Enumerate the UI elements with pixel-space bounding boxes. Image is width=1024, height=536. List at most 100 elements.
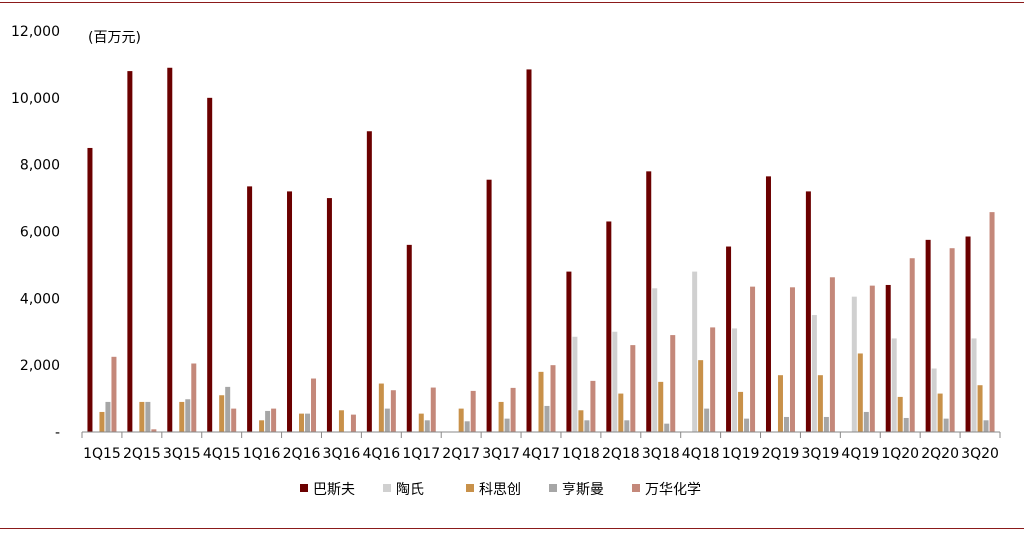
- bar: [931, 368, 937, 432]
- bar: [630, 345, 636, 432]
- x-tick-label: 2Q18: [602, 446, 640, 462]
- bar: [287, 191, 293, 432]
- bar: [698, 360, 704, 432]
- bar: [624, 420, 630, 432]
- bar: [590, 380, 596, 432]
- bar: [424, 420, 430, 432]
- x-tick-label: 1Q18: [562, 446, 600, 462]
- bar: [151, 429, 157, 432]
- bar: [983, 420, 989, 432]
- x-tick-label: 4Q15: [203, 446, 241, 462]
- bar: [378, 383, 384, 432]
- bar: [937, 393, 943, 432]
- x-tick-label: 2Q16: [283, 446, 321, 462]
- bar: [710, 327, 716, 432]
- y-axis: - 2,000 4,000 6,000 8,000 10,000 12,000: [11, 24, 60, 441]
- bar: [783, 416, 789, 432]
- bar: [744, 418, 750, 432]
- bar: [384, 408, 390, 432]
- legend-swatch: [466, 484, 474, 492]
- bar: [777, 375, 783, 432]
- bar: [692, 271, 698, 432]
- legend-swatch: [383, 484, 391, 492]
- bar: [191, 363, 197, 432]
- bar: [885, 284, 891, 432]
- bar: [185, 399, 191, 432]
- bars: [87, 67, 995, 433]
- bar: [989, 212, 995, 432]
- bar: [965, 236, 971, 432]
- bar: [167, 67, 173, 432]
- bar: [498, 401, 504, 432]
- bar: [851, 296, 857, 432]
- legend-label: 陶氏: [396, 482, 424, 498]
- bar: [578, 410, 584, 432]
- bar: [544, 405, 550, 432]
- bar: [265, 410, 271, 432]
- bar: [732, 328, 738, 432]
- bar: [664, 423, 670, 432]
- legend-swatch: [549, 484, 557, 492]
- bar: [817, 375, 823, 432]
- bar: [646, 171, 652, 432]
- bar: [612, 331, 618, 432]
- x-tick-label: 3Q19: [802, 446, 840, 462]
- bar: [305, 413, 311, 432]
- legend-label: 万华化学: [645, 482, 701, 498]
- bar: [271, 408, 277, 432]
- x-tick-label: 3Q20: [961, 446, 999, 462]
- x-tick-label: 1Q19: [722, 446, 760, 462]
- bar: [259, 420, 265, 432]
- x-tick-label: 4Q18: [682, 446, 720, 462]
- bar: [618, 393, 624, 432]
- bar: [219, 395, 225, 432]
- bar: [971, 338, 977, 432]
- legend: 巴斯夫 陶氏 科思创 亨斯曼 万华化学: [300, 481, 701, 498]
- bar: [225, 386, 231, 432]
- bar: [750, 286, 756, 432]
- bar: [977, 385, 983, 432]
- bar: [127, 71, 133, 432]
- legend-swatch: [632, 484, 640, 492]
- bar: [87, 147, 93, 433]
- bar: [652, 288, 658, 432]
- bar: [326, 198, 332, 432]
- bar: [863, 411, 869, 432]
- bar: [726, 246, 732, 432]
- bar: [458, 408, 464, 432]
- bar: [789, 287, 795, 432]
- bar: [943, 418, 949, 432]
- bar: [765, 176, 771, 432]
- x-tick-label: 4Q19: [841, 446, 879, 462]
- bar: [925, 239, 931, 432]
- x-axis: 1Q15 2Q15 3Q15 4Q15 1Q16 2Q16 3Q16 4Q16 1Q17 2Q17…: [81, 432, 1001, 462]
- bar: [949, 248, 955, 432]
- bar: [299, 413, 305, 432]
- x-tick-label: 1Q15: [83, 446, 121, 462]
- bar: [510, 387, 516, 432]
- bar: [486, 179, 492, 432]
- y-tick-label: 12,000: [11, 24, 60, 40]
- bar: [418, 413, 424, 432]
- x-tick-label: 3Q17: [482, 446, 520, 462]
- y-tick-label: 2,000: [20, 358, 60, 374]
- x-tick-label: 2Q19: [762, 446, 800, 462]
- bar: [105, 401, 111, 432]
- legend-label: 科思创: [479, 482, 521, 498]
- bar: [538, 371, 544, 432]
- x-tick-label: 3Q15: [163, 446, 201, 462]
- y-tick-label: 8,000: [20, 158, 60, 174]
- bottom-border: [0, 528, 1024, 529]
- bar: [247, 186, 253, 432]
- legend-swatch: [300, 484, 308, 492]
- bar: [231, 408, 237, 432]
- bar: [891, 338, 897, 432]
- bar: [430, 387, 436, 432]
- bar: [829, 277, 835, 432]
- bar: [504, 418, 510, 432]
- bar: [526, 69, 532, 432]
- y-tick-label: 6,000: [20, 225, 60, 241]
- x-tick-label: 2Q20: [921, 446, 959, 462]
- bar: [111, 356, 117, 432]
- bar: [179, 401, 185, 432]
